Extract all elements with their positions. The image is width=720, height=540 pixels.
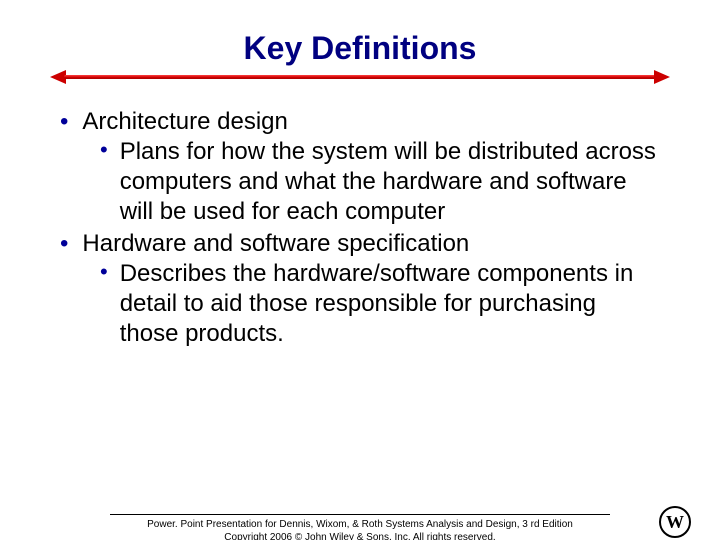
list-item: • Describes the hardware/software compon… [100, 259, 660, 349]
arrow-line [64, 75, 656, 79]
bullet-text: Hardware and software specification [82, 229, 469, 259]
bullet-icon: • [100, 137, 108, 161]
slide-body: • Architecture design • Plans for how th… [60, 107, 660, 349]
svg-text:W: W [666, 512, 684, 532]
slide-title: Key Definitions [0, 30, 720, 67]
slide-footer: Power. Point Presentation for Dennis, Wi… [0, 514, 720, 540]
footer-line-2: Copyright 2006 © John Wiley & Sons, Inc.… [0, 532, 720, 540]
bullet-text: Describes the hardware/software componen… [120, 259, 660, 349]
wiley-logo-icon: W WILEY [652, 504, 698, 540]
bullet-icon: • [100, 259, 108, 283]
footer-rule [110, 514, 610, 515]
title-underline-arrow [50, 71, 670, 85]
list-item: • Architecture design • Plans for how th… [60, 107, 660, 227]
bullet-text: Architecture design [82, 107, 287, 137]
list-item: • Plans for how the system will be distr… [100, 137, 660, 227]
bullet-icon: • [60, 107, 68, 134]
arrow-right-icon [654, 70, 670, 84]
bullet-text: Plans for how the system will be distrib… [120, 137, 660, 227]
footer-line-1: Power. Point Presentation for Dennis, Wi… [0, 519, 720, 532]
bullet-icon: • [60, 229, 68, 256]
list-item: • Hardware and software specification • … [60, 229, 660, 349]
